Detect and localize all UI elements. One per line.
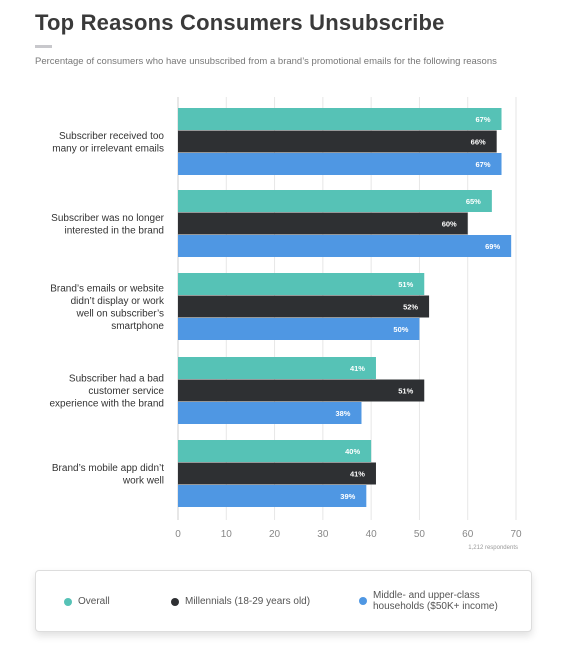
legend-item-households: Middle- and upper-class households ($50K+… <box>359 590 498 612</box>
bar-value-label-s1-c3: 51% <box>398 387 413 396</box>
bar-s2-c0 <box>178 153 502 175</box>
x-tick-label-10: 10 <box>221 529 233 540</box>
bar-value-label-s0-c1: 65% <box>466 197 481 206</box>
bar-s2-c4 <box>178 485 367 507</box>
bar-value-label-s2-c3: 38% <box>335 409 350 418</box>
bar-value-label-s1-c0: 66% <box>471 138 486 147</box>
category-label-2: Brand’s emails or website didn’t display … <box>50 283 165 332</box>
bar-s2-c1 <box>178 235 512 257</box>
bar-value-label-s1-c2: 52% <box>403 303 418 312</box>
bar-value-label-s2-c1: 69% <box>485 242 500 251</box>
bar-value-label-s2-c2: 50% <box>393 325 408 334</box>
chart-subtitle: Percentage of consumers who have unsubsc… <box>35 56 497 67</box>
bar-s1-c3 <box>178 379 425 402</box>
x-tick-label-0: 0 <box>175 529 181 540</box>
category-label-4: Brand’s mobile app didn’t work well <box>52 463 164 487</box>
bar-value-label-s0-c2: 51% <box>398 280 413 289</box>
x-tick-label-20: 20 <box>269 529 281 540</box>
category-label-3: Subscriber had a bad customer service expe… <box>49 374 164 410</box>
bar-s1-c2 <box>178 295 430 318</box>
bar-s0-c0 <box>178 108 502 130</box>
bar-value-label-s0-c4: 40% <box>345 447 360 456</box>
x-tick-label-30: 30 <box>317 529 329 540</box>
title-divider <box>35 45 52 48</box>
x-tick-label-60: 60 <box>462 529 474 540</box>
bar-s0-c4 <box>178 440 372 462</box>
category-label-1: Subscriber was no longer interested in th… <box>51 213 165 237</box>
bar-value-label-s0-c3: 41% <box>350 364 365 373</box>
x-tick-label-70: 70 <box>510 529 522 540</box>
bar-s0-c2 <box>178 273 425 295</box>
chart-legend: Overall Millennials (18-29 years old) Mi… <box>35 570 532 632</box>
bar-value-label-s1-c4: 41% <box>350 470 365 479</box>
chart-title: Top Reasons Consumers Unsubscribe <box>35 10 445 35</box>
legend-label-households: Middle- and upper-class households ($50K+… <box>373 590 498 612</box>
legend-swatch-overall <box>64 597 72 606</box>
legend-label-overall: Overall <box>78 596 110 607</box>
bar-value-label-s2-c0: 67% <box>475 160 490 169</box>
bar-value-label-s1-c1: 60% <box>442 220 457 229</box>
legend-label-millennials: Millennials (18-29 years old) <box>185 596 311 607</box>
bar-value-label-s2-c4: 39% <box>340 492 355 501</box>
x-tick-label-40: 40 <box>366 529 378 540</box>
bar-s1-c1 <box>178 212 468 235</box>
bar-s1-c4 <box>178 462 376 485</box>
category-label-0: Subscriber received too many or irrelevan… <box>52 131 164 155</box>
x-tick-label-50: 50 <box>414 529 426 540</box>
legend-swatch-households <box>359 597 367 605</box>
bar-chart: 0 10 20 30 40 50 60 70 67% 65% 51% 41% 40% 66% 60% 52% 5… <box>49 97 522 540</box>
bar-value-label-s0-c0: 67% <box>475 115 490 124</box>
respondents-note: 1,212 respondents <box>468 545 518 551</box>
bar-s2-c2 <box>178 318 420 340</box>
bar-s0-c1 <box>178 190 492 212</box>
legend-swatch-millennials <box>171 597 179 606</box>
legend-item-millennials: Millennials (18-29 years old) <box>171 596 310 607</box>
bar-s2-c3 <box>178 402 362 424</box>
bar-s1-c0 <box>178 130 497 153</box>
legend-item-overall: Overall <box>64 596 110 607</box>
bar-s0-c3 <box>178 357 376 379</box>
